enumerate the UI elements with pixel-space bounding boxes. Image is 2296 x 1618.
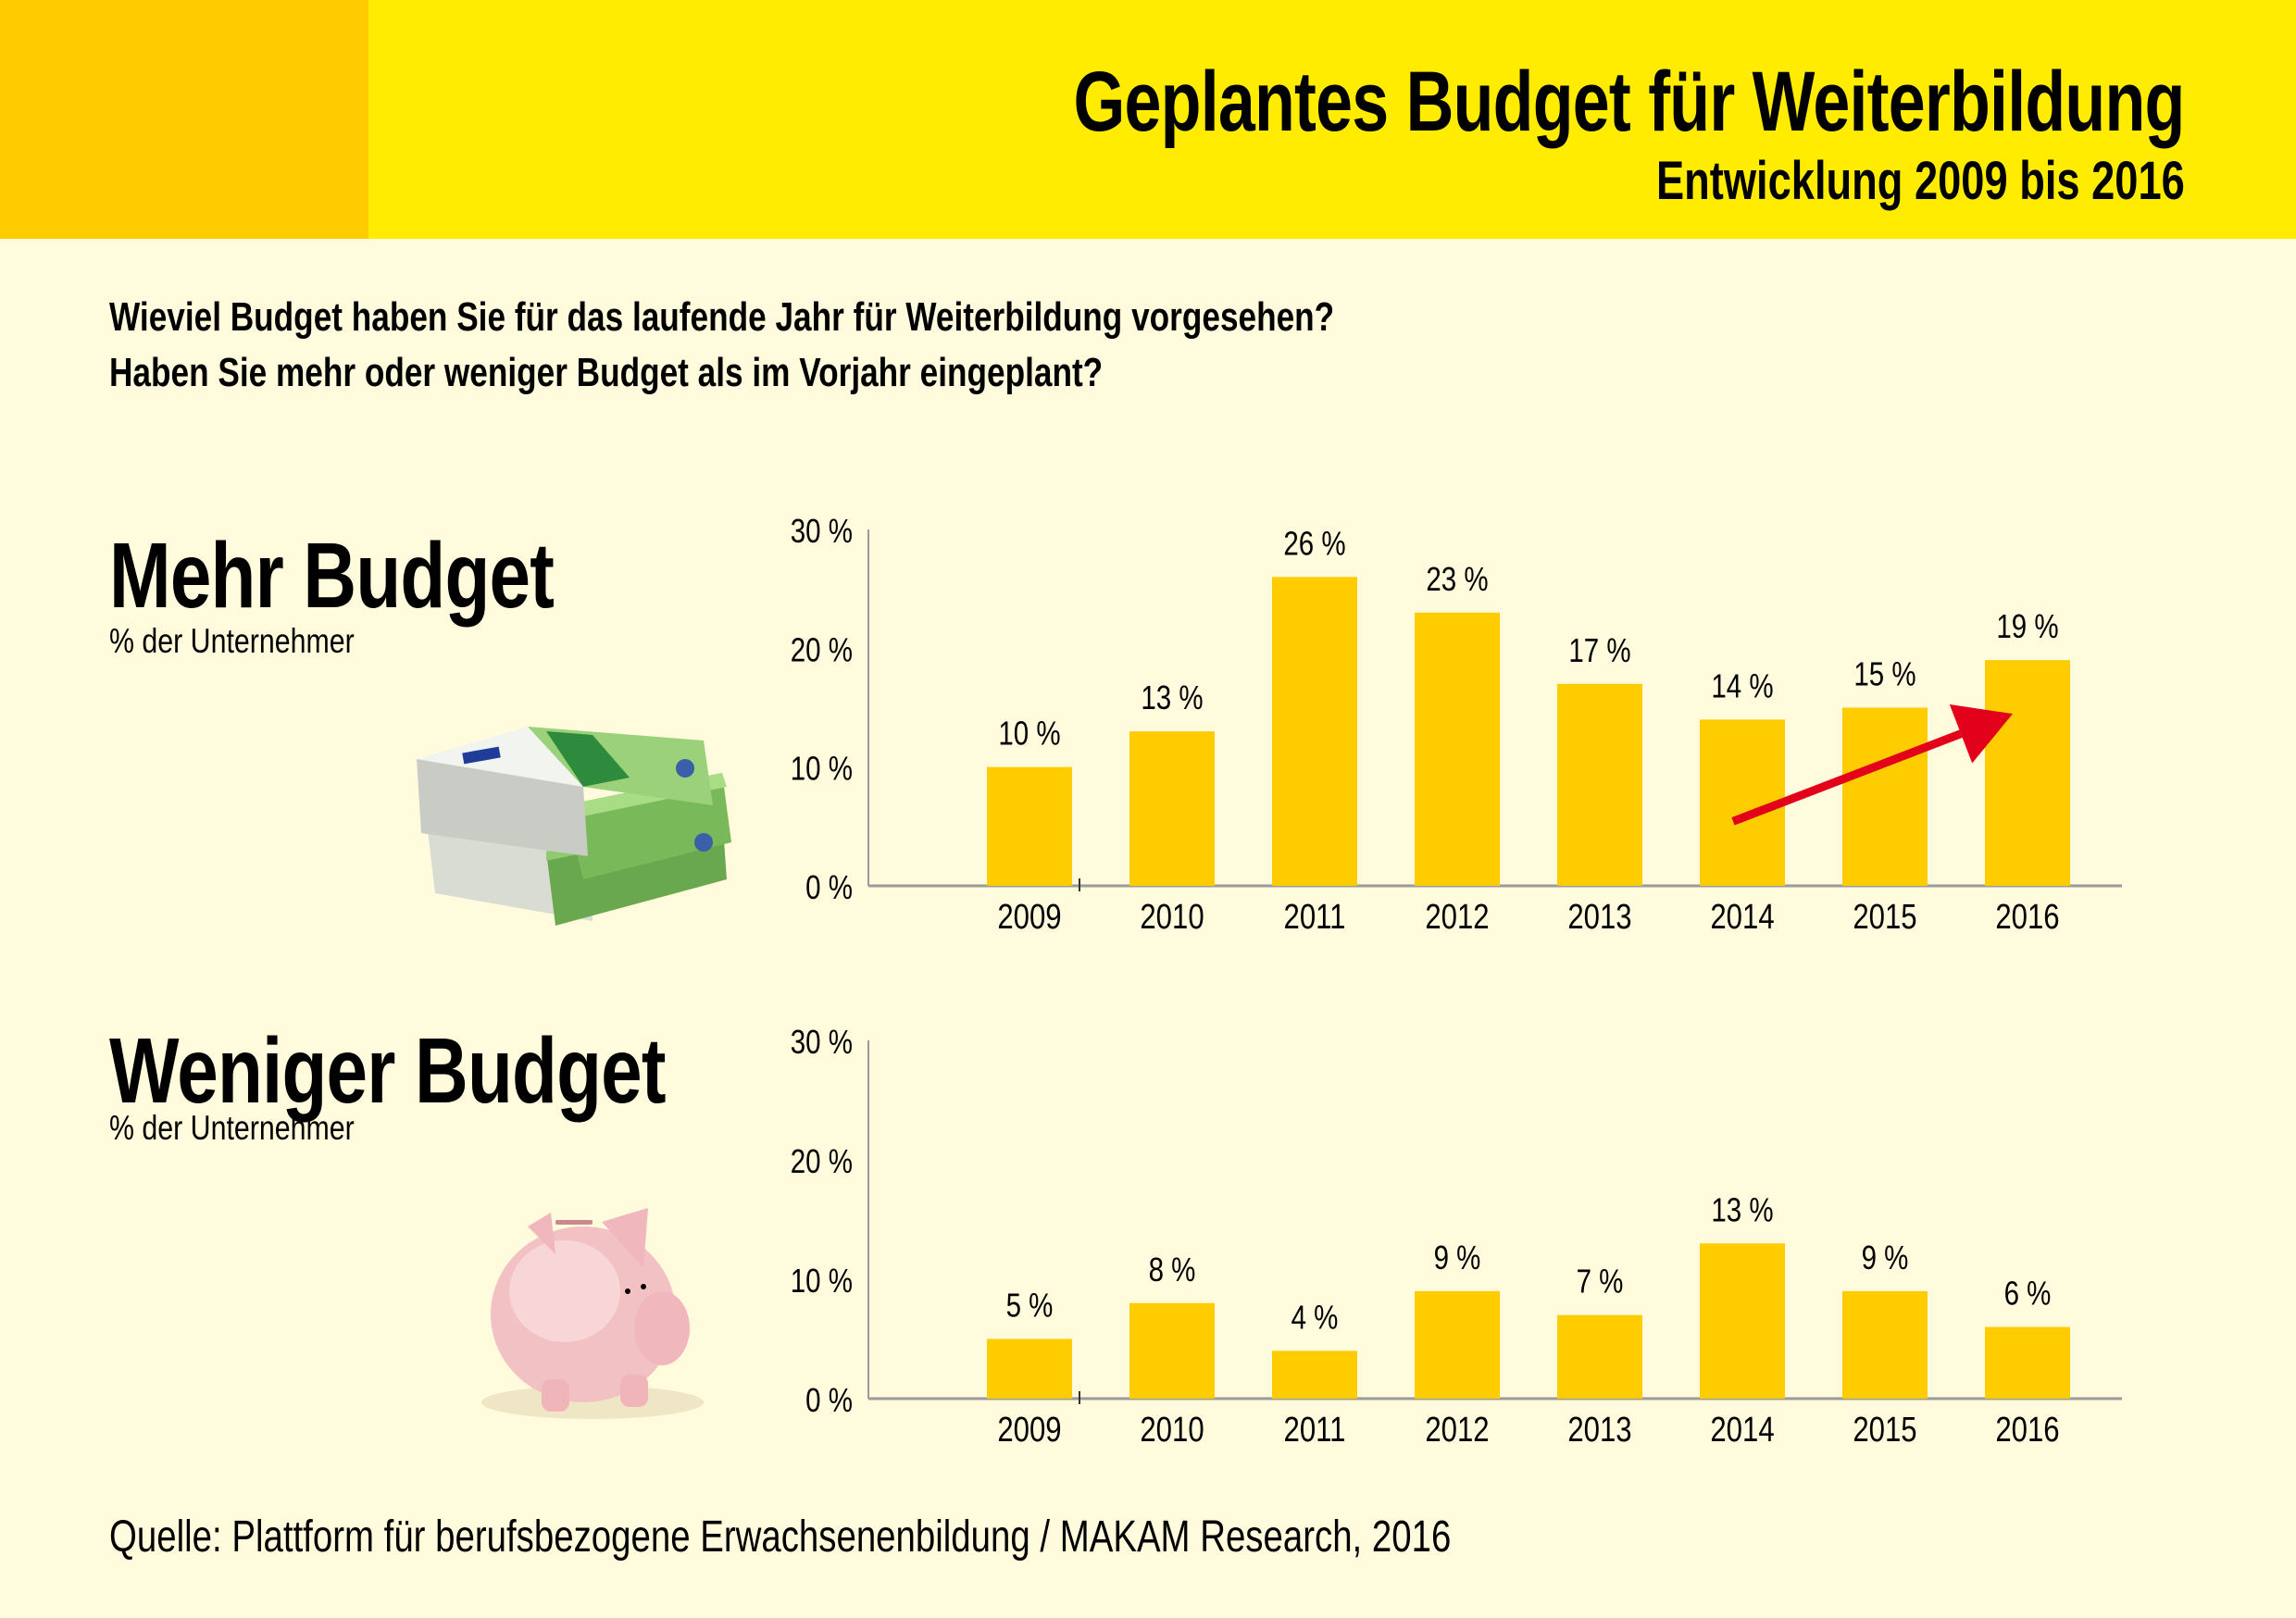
y-tick-label: 10 % — [791, 1262, 853, 1299]
bar-2009 — [987, 1338, 1072, 1399]
piggy-bank-icon — [481, 1208, 704, 1419]
data-label: 8 % — [1149, 1251, 1196, 1288]
bar-2013 — [1557, 1314, 1642, 1399]
data-label: 7 % — [1577, 1263, 1624, 1300]
bar-2012 — [1415, 1290, 1500, 1399]
data-label: 9 % — [1862, 1238, 1909, 1276]
x-tick-label: 2015 — [1853, 1411, 1916, 1450]
bar-2012 — [1415, 612, 1500, 886]
survey-question-2: Haben Sie mehr oder weniger Budget als i… — [109, 350, 1104, 395]
section-subtitle-more-budget: % der Unternehmer — [109, 622, 355, 660]
data-label: 19 % — [1996, 607, 2058, 644]
data-label: 23 % — [1426, 560, 1488, 597]
trend-arrow-icon — [1731, 703, 2013, 826]
bar-2016 — [1985, 1326, 2070, 1399]
data-label: 10 % — [998, 715, 1060, 752]
bar-2009 — [987, 766, 1072, 886]
page-subtitle: Entwicklung 2009 bis 2016 — [1656, 151, 2185, 211]
data-label: 14 % — [1711, 667, 1773, 704]
less-budget-bar-chart: 0 % 10 % 20 % 30 % 5 % 2009 8 % 2010 4 % 2011 9 % 2… — [791, 1023, 2122, 1450]
x-tick-label: 2011 — [1284, 898, 1346, 937]
data-label: 5 % — [1006, 1287, 1054, 1324]
y-tick-label: 20 % — [791, 631, 853, 668]
x-tick-label: 2009 — [997, 1411, 1061, 1450]
data-label: 13 % — [1711, 1190, 1773, 1227]
x-tick-label: 2014 — [1710, 1411, 1774, 1450]
data-label: 13 % — [1141, 678, 1203, 716]
euro-banknotes-icon — [417, 727, 731, 926]
y-tick-label: 0 % — [805, 1381, 853, 1418]
data-label: 15 % — [1853, 655, 1915, 692]
y-tick-label: 10 % — [791, 750, 853, 787]
section-title-more-budget: Mehr Budget — [109, 524, 555, 628]
x-tick-label: 2013 — [1567, 1411, 1631, 1450]
bar-2011 — [1272, 1350, 1357, 1399]
bar-2010 — [1129, 731, 1215, 886]
data-label: 9 % — [1434, 1238, 1481, 1276]
page-title: Geplantes Budget für Weiterbildung — [1073, 55, 2186, 149]
x-tick-label: 2012 — [1425, 1411, 1489, 1450]
header-accent-block — [0, 0, 368, 239]
bar-2014 — [1700, 1243, 1785, 1399]
x-tick-label: 2010 — [1140, 1411, 1204, 1450]
section-title-less-budget: Weniger Budget — [109, 1019, 666, 1123]
x-tick-label: 2013 — [1567, 898, 1631, 937]
bar-2010 — [1129, 1302, 1215, 1399]
section-subtitle-less-budget: % der Unternehmer — [109, 1109, 355, 1147]
x-tick-label: 2010 — [1140, 898, 1204, 937]
bar-2011 — [1272, 577, 1357, 886]
bar-2015 — [1842, 707, 1928, 886]
data-label: 4 % — [1292, 1299, 1339, 1336]
x-tick-label: 2012 — [1425, 898, 1489, 937]
x-tick-label: 2016 — [1995, 898, 2059, 937]
y-tick-label: 20 % — [791, 1142, 853, 1179]
data-label: 6 % — [2004, 1275, 2052, 1312]
header-banner: Geplantes Budget für Weiterbildung Entwi… — [0, 0, 2296, 239]
more-budget-bar-chart: 0 % 10 % 20 % 30 % 10 % 2009 13 % 2010 26 % 2011 2… — [791, 512, 2122, 937]
x-tick-label: 2009 — [997, 898, 1061, 937]
x-tick-label: 2016 — [1995, 1411, 2059, 1450]
x-tick-label: 2015 — [1853, 898, 1916, 937]
survey-question-1: Wieviel Budget haben Sie für das laufend… — [109, 294, 1335, 340]
bar-2016 — [1985, 660, 2070, 886]
y-tick-label: 30 % — [791, 512, 853, 549]
data-label: 17 % — [1568, 631, 1630, 668]
bar-2013 — [1557, 683, 1642, 886]
source-note: Quelle: Plattform für berufsbezogene Erw… — [109, 1512, 1452, 1562]
y-tick-label: 0 % — [805, 868, 853, 905]
bar-2015 — [1842, 1290, 1928, 1399]
x-tick-label: 2014 — [1710, 898, 1774, 937]
y-tick-label: 30 % — [791, 1023, 853, 1060]
data-label: 26 % — [1283, 525, 1345, 562]
x-tick-label: 2011 — [1284, 1411, 1346, 1450]
